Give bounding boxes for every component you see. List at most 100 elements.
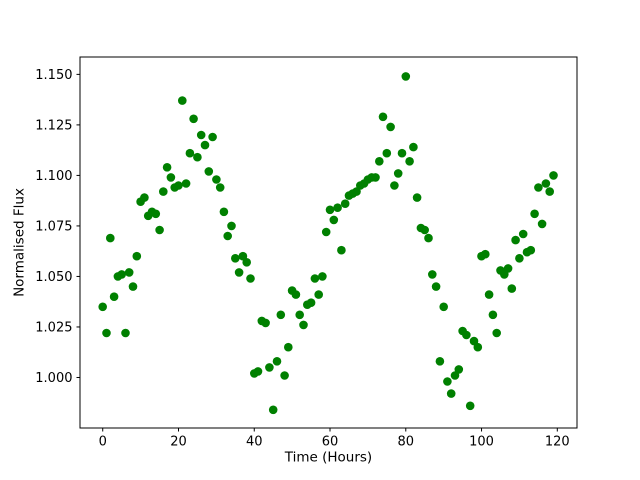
data-point: [185, 148, 195, 158]
y-tick-label: 1.050: [35, 270, 72, 285]
data-point: [503, 264, 513, 273]
data-point: [121, 328, 130, 338]
data-point: [428, 270, 437, 279]
data-point: [117, 270, 126, 279]
data-point: [181, 179, 191, 188]
x-tick-label: 0: [99, 435, 107, 450]
data-point: [420, 225, 430, 235]
data-point: [431, 282, 441, 291]
y-tick-label: 1.075: [35, 219, 72, 234]
axis-ticks-layer: 0 20 40 60 80 100 120 1.000 1.025 1.050 1.075 1.100…: [35, 68, 569, 450]
data-point: [261, 318, 270, 328]
y-axis-label: Normalised Flux: [12, 188, 28, 297]
data-point: [109, 292, 119, 302]
data-point: [132, 251, 142, 261]
x-tick-label: 80: [398, 435, 415, 450]
data-point: [159, 187, 168, 196]
data-point: [515, 253, 524, 263]
data-point: [443, 377, 452, 386]
x-tick-label: 100: [469, 435, 494, 450]
y-tick-label: 1.025: [35, 320, 72, 335]
data-point: [488, 310, 498, 320]
data-point: [284, 342, 293, 352]
data-point: [189, 114, 198, 124]
y-tick-label: 1.150: [35, 68, 72, 83]
data-point: [162, 163, 172, 172]
data-point: [295, 310, 305, 320]
data-point: [321, 227, 331, 237]
data-point: [155, 225, 164, 235]
x-tick-label: 40: [246, 435, 263, 450]
data-point: [393, 169, 403, 178]
data-point: [484, 290, 494, 299]
data-point: [340, 199, 350, 208]
data-point: [102, 328, 111, 338]
data-point: [306, 298, 316, 308]
data-point: [325, 205, 335, 215]
data-point: [246, 274, 255, 283]
data-point: [166, 173, 176, 182]
data-point: [310, 274, 320, 283]
data-point: [492, 328, 502, 338]
data-point: [193, 152, 202, 162]
data-point: [465, 401, 475, 411]
data-point: [511, 235, 520, 245]
data-point: [268, 405, 278, 415]
data-point: [223, 231, 232, 241]
data-point: [128, 282, 138, 291]
data-point: [227, 221, 236, 231]
data-point: [405, 157, 414, 166]
data-point: [329, 215, 339, 225]
data-point: [390, 181, 399, 190]
data-point: [333, 203, 342, 212]
data-point: [397, 148, 407, 158]
x-tick-label: 60: [322, 435, 339, 450]
data-point: [208, 132, 217, 142]
data-point: [537, 219, 547, 229]
data-point: [231, 253, 240, 263]
y-tick-label: 1.125: [35, 118, 72, 133]
data-point: [462, 330, 471, 340]
data-point: [409, 142, 418, 152]
y-tick-label: 1.000: [35, 371, 72, 386]
plot-area-border: [79, 56, 578, 429]
scatter-points-layer: [98, 72, 558, 415]
data-point: [174, 181, 183, 190]
data-point: [530, 209, 539, 219]
data-point: [549, 171, 558, 180]
data-point: [382, 148, 392, 158]
data-point: [518, 229, 528, 239]
data-point: [276, 310, 286, 320]
data-point: [140, 193, 149, 202]
x-axis-label: Time (Hours): [284, 450, 372, 466]
data-point: [253, 367, 263, 376]
data-point: [280, 371, 289, 380]
x-tick-label: 20: [170, 435, 187, 450]
data-point: [371, 173, 380, 182]
data-point: [106, 233, 115, 243]
data-point: [507, 284, 517, 293]
data-point: [541, 179, 551, 188]
data-point: [265, 363, 274, 372]
data-point: [337, 245, 346, 255]
data-point: [314, 290, 324, 299]
data-point: [299, 320, 308, 330]
data-point: [200, 140, 210, 150]
data-point: [481, 249, 490, 259]
data-point: [318, 272, 327, 281]
data-point: [545, 187, 554, 196]
data-point: [219, 207, 229, 217]
data-point: [526, 245, 536, 255]
data-point: [375, 157, 384, 166]
data-point: [204, 167, 214, 176]
data-point: [439, 302, 449, 312]
data-point: [446, 389, 456, 398]
data-point: [435, 357, 445, 366]
data-point: [534, 183, 543, 192]
data-point: [178, 96, 187, 105]
data-point: [151, 209, 161, 219]
data-point: [424, 233, 433, 243]
y-tick-label: 1.100: [35, 169, 72, 184]
data-point: [196, 130, 206, 140]
